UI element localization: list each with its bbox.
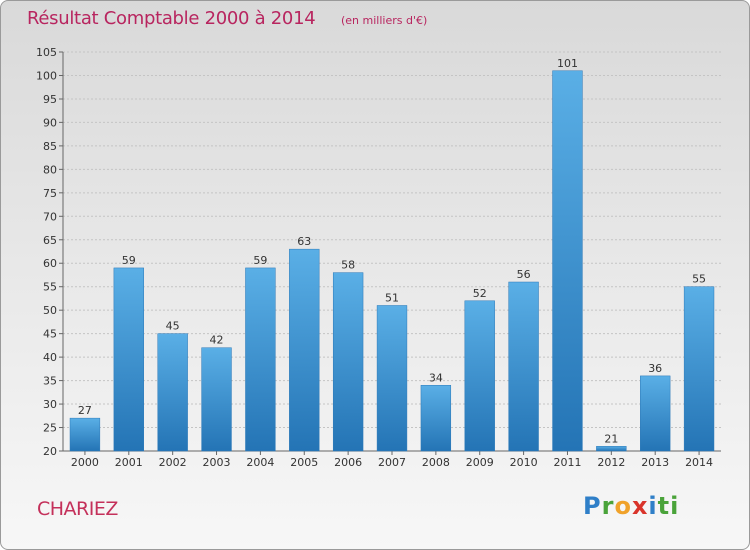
data-label: 21 [604,432,618,445]
x-tick-label: 2011 [553,456,581,469]
bar-2000[interactable] [69,417,101,452]
y-tick-label: 30 [43,398,57,411]
data-label: 52 [473,287,487,300]
logo-letter: i [648,492,658,520]
logo-letter: x [631,492,649,520]
data-label: 58 [341,259,355,272]
y-tick-label: 45 [43,328,57,341]
bar-2008[interactable] [420,385,452,452]
bar-2007[interactable] [376,305,408,452]
logo-letter: r [601,492,615,520]
data-label: 56 [517,268,531,281]
labels: 27 59 45 42 59 63 58 51 34 52 56 101 21 36 55 [78,57,706,446]
logo-letter: P [583,492,602,520]
data-label: 42 [210,334,224,347]
data-label: 59 [253,254,267,267]
y-tick-label: 80 [43,163,57,176]
logo-letter: o [614,492,632,520]
y-tick-label: 105 [36,46,57,59]
x-tick-label: 2014 [685,456,713,469]
bar-2006[interactable] [332,272,364,452]
x-tick-label: 2006 [334,456,362,469]
bar-2013[interactable] [640,375,671,452]
x-tick-label: 2008 [422,456,450,469]
x-tick-label: 2005 [290,456,318,469]
data-label: 27 [78,404,92,417]
x-tick-label: 2010 [510,456,538,469]
bar-2002[interactable] [157,333,188,452]
y-tick-label: 70 [43,210,57,223]
data-label: 51 [385,291,399,304]
y-tick-label: 95 [43,93,57,106]
bar-2010[interactable] [508,281,539,452]
proxiti-logo[interactable]: Proxiti [583,492,679,520]
bar-2004[interactable] [245,267,276,452]
bar-2005[interactable] [289,248,320,452]
y-tick-label: 75 [43,187,57,200]
x-tick-label: 2000 [71,456,99,469]
y-tick-label: 65 [43,234,57,247]
y-tick-label: 20 [43,445,57,458]
bar-2003[interactable] [201,347,232,452]
y-tick-label: 55 [43,281,57,294]
logo-letter: ti [657,492,680,520]
y-tick-label: 90 [43,116,57,129]
x-tick-label: 2004 [246,456,274,469]
bar-2001[interactable] [113,267,144,452]
data-label: 63 [297,235,311,248]
commune-name: CHARIEZ [37,498,118,520]
x-tick-label: 2002 [159,456,187,469]
data-label: 36 [648,362,662,375]
data-label: 34 [429,371,443,384]
data-label: 45 [166,320,180,333]
y-tick-label: 85 [43,140,57,153]
axes: 20 25 30 35 40 45 50 55 60 65 70 75 80 85 90 95 100 105 20… [36,46,721,469]
bar-2012[interactable] [596,446,627,452]
y-tick-label: 50 [43,304,57,317]
x-tick-label: 2012 [597,456,625,469]
y-tick-label: 40 [43,351,57,364]
y-tick-label: 35 [43,375,57,388]
x-tick-label: 2003 [203,456,231,469]
x-tick-label: 2013 [641,456,669,469]
data-label: 55 [692,273,706,286]
x-tick-label: 2007 [378,456,406,469]
y-tick-label: 100 [36,69,57,82]
x-tick-label: 2001 [115,456,143,469]
x-tick-label: 2009 [466,456,494,469]
grid [63,51,721,452]
bar-2009[interactable] [464,300,495,452]
data-label: 101 [557,57,578,70]
y-tick-label: 60 [43,257,57,270]
bar-2014[interactable] [683,286,715,452]
data-label: 59 [122,254,136,267]
chart-subtitle: (en milliers d'€) [341,14,428,27]
chart-title: Résultat Comptable 2000 à 2014 [27,8,316,29]
bars [69,70,715,452]
bar-2011[interactable] [552,70,583,452]
y-tick-label: 25 [43,422,57,435]
